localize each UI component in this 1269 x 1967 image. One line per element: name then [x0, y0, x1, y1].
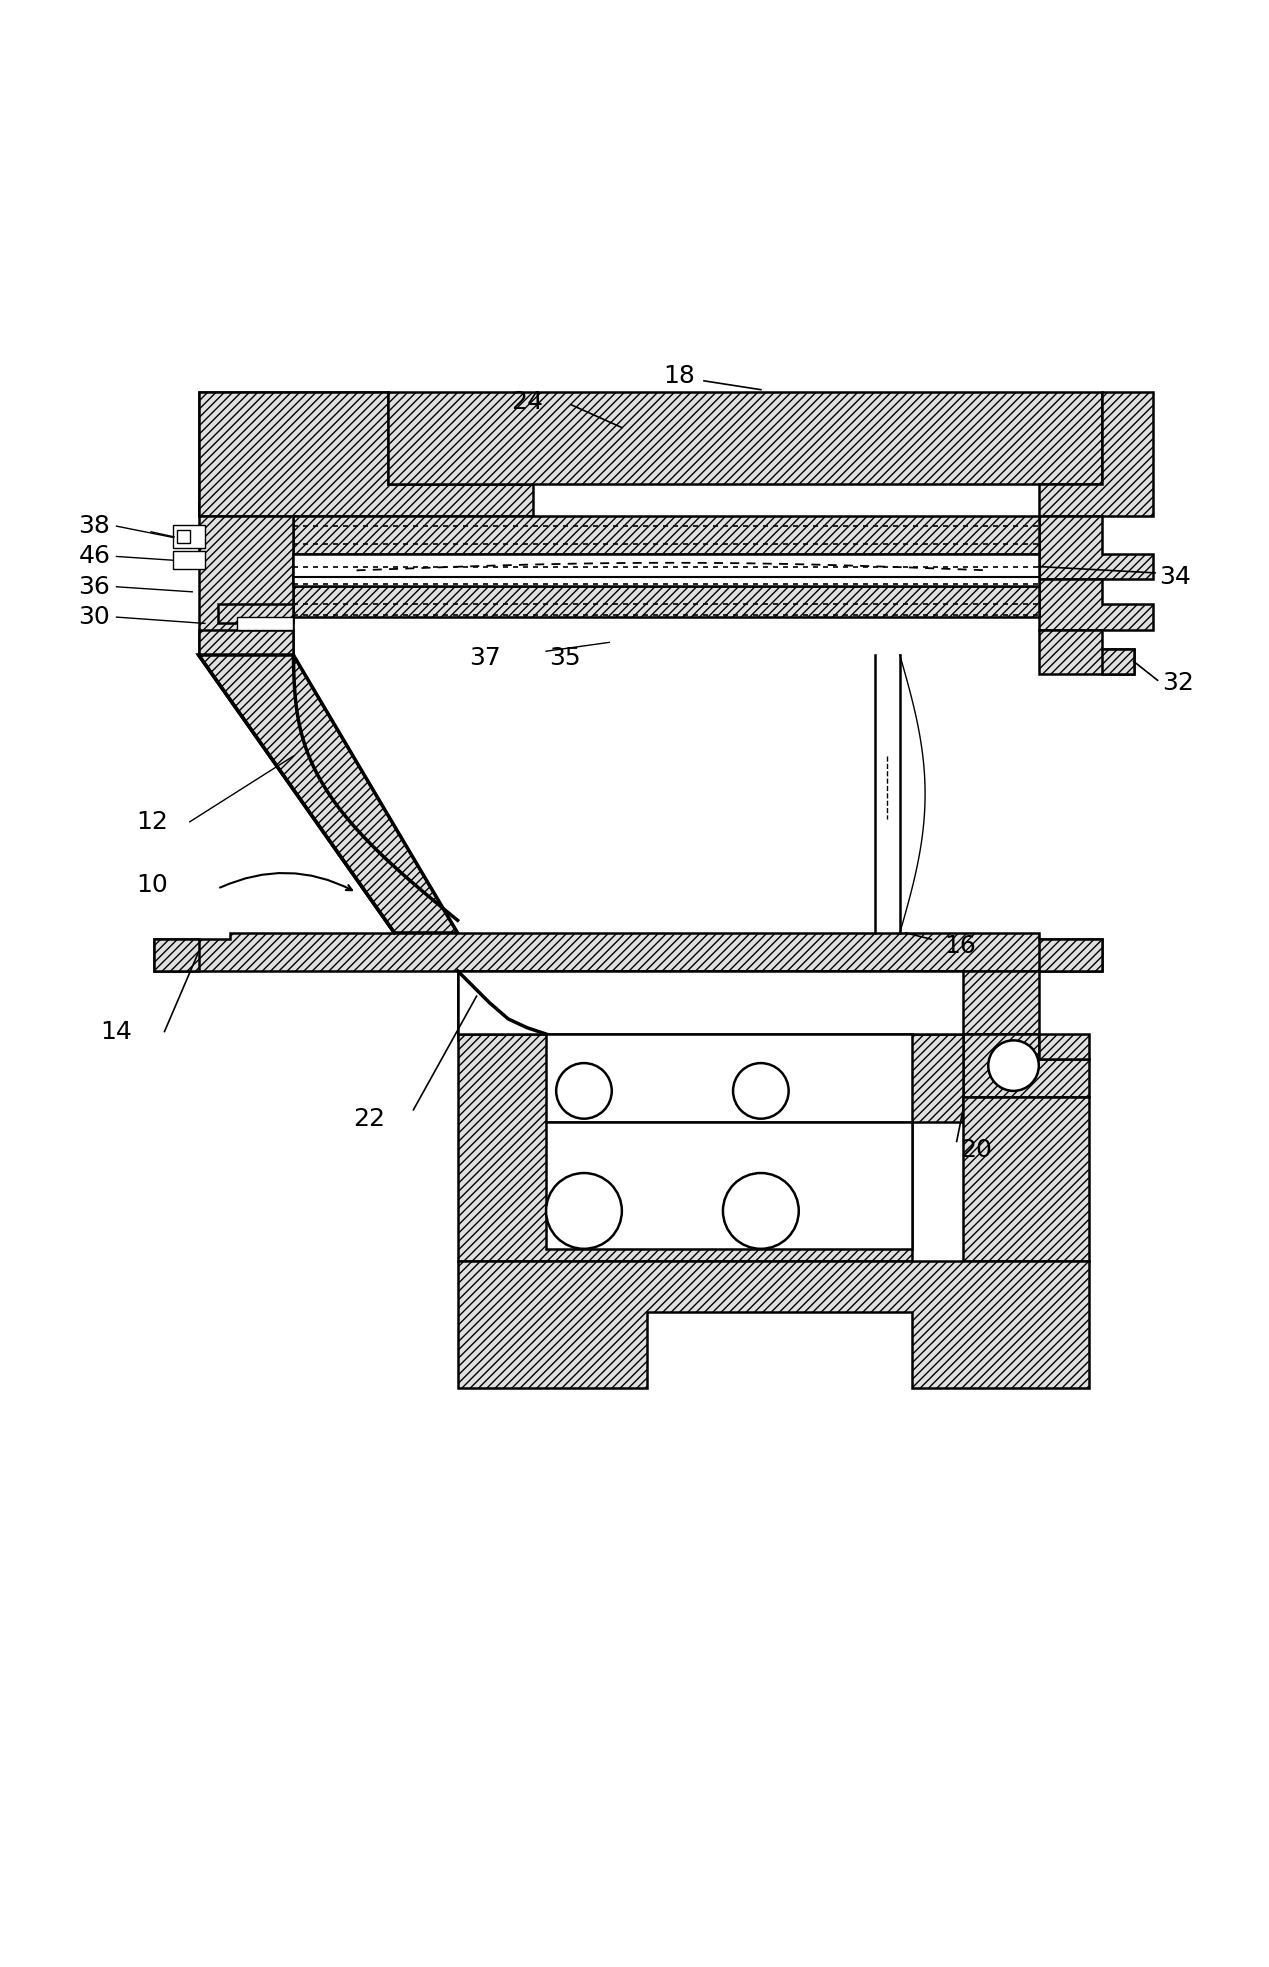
Polygon shape: [199, 391, 533, 515]
Polygon shape: [236, 618, 293, 629]
Polygon shape: [199, 629, 293, 655]
Text: 35: 35: [549, 645, 581, 669]
Text: 12: 12: [136, 810, 168, 834]
Bar: [174, 551, 204, 568]
Text: 30: 30: [79, 606, 110, 629]
Polygon shape: [1039, 578, 1152, 629]
Text: 18: 18: [662, 364, 694, 387]
Polygon shape: [963, 1098, 1089, 1261]
Circle shape: [556, 1062, 612, 1119]
Polygon shape: [458, 1035, 963, 1261]
Polygon shape: [1039, 629, 1133, 675]
Bar: [178, 529, 190, 543]
Text: 10: 10: [136, 873, 168, 897]
Text: 24: 24: [511, 389, 543, 415]
Polygon shape: [199, 655, 458, 932]
Text: 36: 36: [79, 574, 110, 598]
Bar: [174, 525, 204, 547]
Polygon shape: [293, 515, 1039, 555]
Circle shape: [733, 1062, 788, 1119]
Polygon shape: [1039, 940, 1101, 972]
Circle shape: [989, 1041, 1039, 1092]
Bar: [546, 1123, 912, 1249]
Polygon shape: [1039, 391, 1152, 515]
Polygon shape: [217, 604, 293, 624]
Bar: [458, 972, 963, 1035]
Text: 16: 16: [944, 934, 976, 958]
Polygon shape: [155, 932, 1101, 972]
Polygon shape: [199, 515, 293, 655]
Text: 32: 32: [1162, 671, 1194, 694]
Polygon shape: [458, 1261, 1089, 1389]
Text: 46: 46: [79, 545, 110, 568]
Text: 22: 22: [353, 1107, 386, 1131]
Polygon shape: [963, 1035, 1089, 1098]
Circle shape: [723, 1172, 798, 1249]
Text: 20: 20: [959, 1139, 991, 1162]
Circle shape: [546, 1172, 622, 1249]
Bar: [546, 1035, 912, 1123]
Polygon shape: [1039, 515, 1152, 578]
Text: 14: 14: [100, 1019, 132, 1044]
Polygon shape: [388, 391, 1101, 484]
Polygon shape: [1101, 649, 1133, 675]
Bar: [293, 555, 1039, 586]
Text: 37: 37: [470, 645, 501, 669]
Polygon shape: [199, 391, 495, 515]
Polygon shape: [1039, 1035, 1089, 1060]
Polygon shape: [155, 940, 199, 972]
Text: 38: 38: [79, 513, 110, 539]
Polygon shape: [458, 972, 546, 1035]
Polygon shape: [293, 586, 1039, 618]
Text: 34: 34: [1159, 565, 1190, 588]
Polygon shape: [458, 1025, 527, 1041]
Polygon shape: [458, 972, 1039, 1035]
